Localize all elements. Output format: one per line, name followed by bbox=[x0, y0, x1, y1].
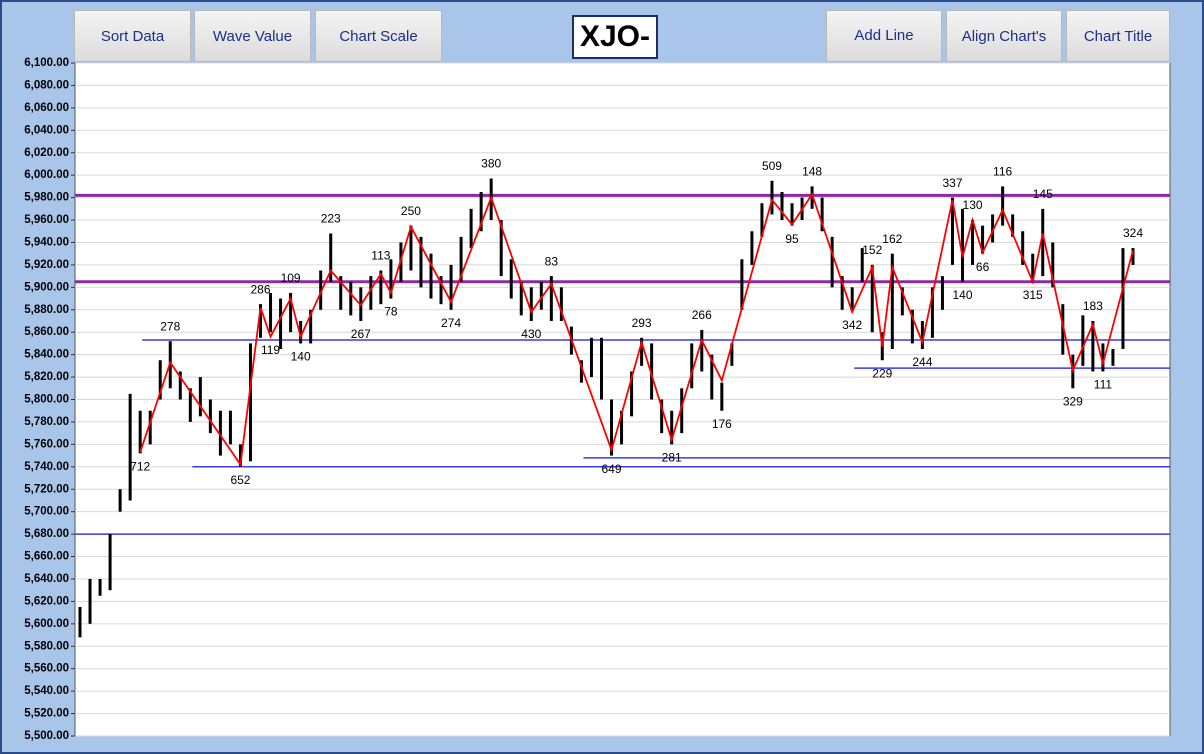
wave-label: 649 bbox=[601, 462, 621, 476]
wave-label: 83 bbox=[545, 254, 559, 268]
y-tick-label: 6,100.00 bbox=[24, 57, 69, 69]
wave-label: 329 bbox=[1063, 394, 1083, 408]
chart-title: XJO- bbox=[572, 15, 658, 59]
wave-label: 286 bbox=[250, 282, 270, 296]
y-tick-label: 5,600.00 bbox=[24, 618, 69, 630]
button[interactable]: Sort Data bbox=[74, 10, 191, 62]
wave-label: 119 bbox=[261, 343, 280, 357]
y-tick-label: 6,000.00 bbox=[24, 169, 69, 181]
y-tick-label: 5,660.00 bbox=[24, 551, 69, 563]
wave-label: 66 bbox=[976, 260, 990, 274]
y-tick-label: 5,680.00 bbox=[24, 528, 69, 540]
wave-label: 223 bbox=[321, 212, 341, 226]
wave-label: 140 bbox=[291, 350, 311, 364]
wave-label: 229 bbox=[872, 366, 892, 380]
wave-label: 162 bbox=[882, 232, 902, 246]
wave-label: 267 bbox=[351, 327, 371, 341]
wave-label: 140 bbox=[952, 288, 972, 302]
y-tick-label: 5,820.00 bbox=[24, 371, 69, 383]
wave-label: 380 bbox=[481, 157, 501, 171]
button[interactable]: Chart Title bbox=[1066, 10, 1170, 62]
y-tick-label: 5,900.00 bbox=[24, 281, 69, 293]
wave-label: 148 bbox=[802, 165, 822, 179]
y-tick-label: 5,540.00 bbox=[24, 685, 69, 697]
y-tick-label: 6,060.00 bbox=[24, 102, 69, 114]
y-tick-label: 5,980.00 bbox=[24, 192, 69, 204]
wave-label: 116 bbox=[993, 165, 1012, 179]
y-tick-label: 5,620.00 bbox=[24, 595, 69, 607]
wave-label: 652 bbox=[230, 473, 250, 487]
wave-label: 266 bbox=[692, 308, 712, 322]
y-tick-label: 5,500.00 bbox=[24, 730, 69, 742]
y-tick-label: 6,020.00 bbox=[24, 147, 69, 159]
y-tick-label: 5,560.00 bbox=[24, 663, 69, 675]
wave-line bbox=[139, 192, 1134, 468]
y-tick-label: 5,800.00 bbox=[24, 394, 69, 406]
wave-label: 130 bbox=[963, 198, 983, 212]
wave-label: 145 bbox=[1033, 187, 1053, 201]
wave-label: 430 bbox=[521, 327, 541, 341]
wave-label: 274 bbox=[441, 316, 461, 330]
wave-label: 176 bbox=[712, 417, 732, 431]
y-tick-label: 5,840.00 bbox=[24, 349, 69, 361]
y-tick-label: 5,640.00 bbox=[24, 573, 69, 585]
y-tick-label: 6,080.00 bbox=[24, 79, 69, 91]
y-tick-label: 5,960.00 bbox=[24, 214, 69, 226]
wave-label: 152 bbox=[862, 243, 882, 257]
wave-label: 337 bbox=[942, 176, 962, 190]
wave-label: 95 bbox=[785, 232, 799, 246]
y-tick-label: 5,880.00 bbox=[24, 304, 69, 316]
y-tick-label: 5,720.00 bbox=[24, 483, 69, 495]
y-tick-label: 6,040.00 bbox=[24, 124, 69, 136]
wave-label: 278 bbox=[160, 319, 180, 333]
wave-label: 109 bbox=[281, 271, 301, 285]
wave-label: 78 bbox=[384, 305, 398, 319]
y-tick-label: 5,520.00 bbox=[24, 708, 69, 720]
button[interactable]: Add Line bbox=[826, 10, 942, 62]
wave-label: 113 bbox=[371, 249, 390, 263]
y-tick-label: 5,920.00 bbox=[24, 259, 69, 271]
y-tick-label: 5,700.00 bbox=[24, 506, 69, 518]
wave-label: 324 bbox=[1123, 226, 1143, 240]
wave-label: 712 bbox=[130, 460, 150, 474]
wave-label: 281 bbox=[662, 451, 682, 465]
button[interactable]: Align Chart's bbox=[946, 10, 1062, 62]
button[interactable]: Chart Scale bbox=[315, 10, 442, 62]
y-tick-label: 5,760.00 bbox=[24, 438, 69, 450]
y-tick-label: 5,580.00 bbox=[24, 640, 69, 652]
wave-label: 111 bbox=[1094, 378, 1113, 392]
wave-label: 509 bbox=[762, 159, 782, 173]
wave-label: 244 bbox=[912, 355, 932, 369]
button[interactable]: Wave Value bbox=[194, 10, 311, 62]
wave-label: 183 bbox=[1083, 299, 1103, 313]
y-tick-label: 5,780.00 bbox=[24, 416, 69, 428]
wave-label: 315 bbox=[1023, 288, 1043, 302]
y-tick-label: 5,860.00 bbox=[24, 326, 69, 338]
y-tick-label: 5,740.00 bbox=[24, 461, 69, 473]
wave-label: 250 bbox=[401, 204, 421, 218]
y-tick-label: 5,940.00 bbox=[24, 236, 69, 248]
wave-label: 293 bbox=[632, 316, 652, 330]
wave-label: 342 bbox=[842, 318, 862, 332]
